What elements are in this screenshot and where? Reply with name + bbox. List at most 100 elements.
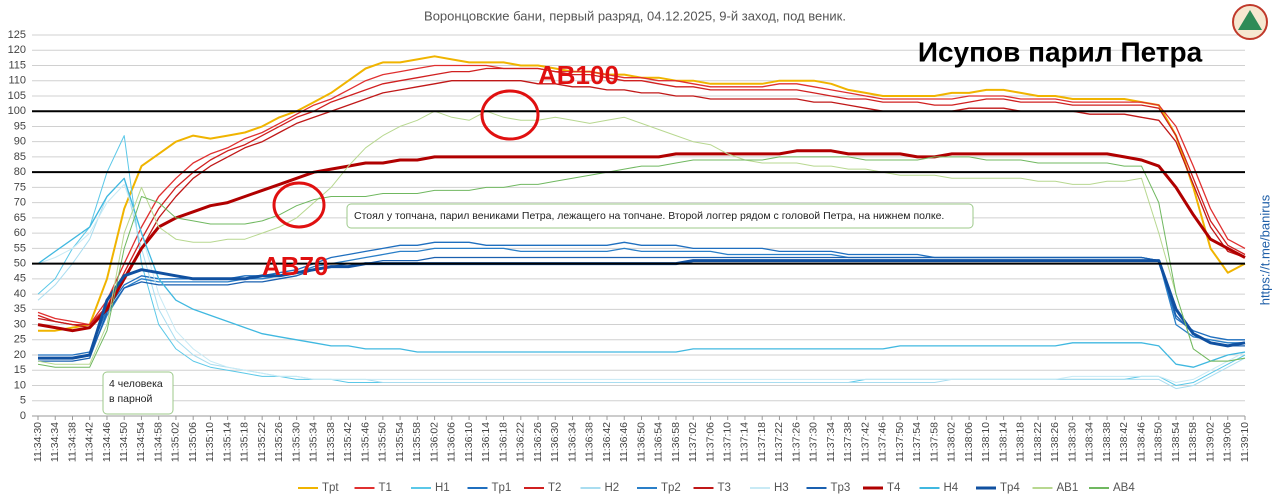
x-tick-label: 11:35:06 (187, 422, 199, 462)
x-tick-label: 11:35:14 (221, 422, 233, 462)
x-tick-label: 11:35:26 (273, 422, 285, 462)
y-tick-label: 65 (14, 212, 26, 224)
y-tick-label: 25 (14, 334, 26, 346)
x-tick-label: 11:34:30 (32, 422, 44, 462)
x-tick-label: 11:35:18 (239, 422, 251, 462)
x-tick-label: 11:35:50 (377, 422, 389, 462)
x-tick-label: 11:38:54 (1170, 422, 1182, 462)
x-tick-label: 11:35:46 (359, 422, 371, 462)
y-tick-label: 5 (20, 395, 26, 407)
headline: Исупов парил Петра (918, 36, 1203, 67)
x-tick-label: 11:34:38 (66, 422, 78, 462)
people-box (102, 371, 174, 415)
y-tick-label: 20 (14, 349, 26, 361)
series-line (37, 156, 1246, 368)
y-tick-label: 70 (14, 197, 26, 209)
y-tick-label: 30 (14, 318, 26, 330)
x-tick-label: 11:36:46 (618, 422, 630, 462)
y-tick-label: 115 (8, 59, 26, 71)
y-tick-label: 55 (14, 242, 26, 254)
x-tick-label: 11:38:06 (963, 422, 975, 462)
x-tick-label: 11:37:22 (773, 422, 785, 462)
legend-label: Tp3 (831, 482, 851, 494)
legend-label: H2 (605, 482, 620, 494)
legend-label: H3 (774, 482, 789, 494)
y-tick-label: 40 (14, 288, 26, 300)
x-tick-label: 11:35:34 (308, 422, 320, 462)
note-text: Стоял у топчана, парил вениками Петра, л… (354, 210, 944, 222)
x-tick-label: 11:34:58 (152, 422, 164, 462)
y-tick-label: 90 (14, 136, 26, 148)
legend-label: Tpt (322, 482, 339, 494)
y-tick-label: 95 (14, 120, 26, 132)
y-tick-label: 60 (14, 227, 26, 239)
side-link: https://t.me/banirus (1257, 194, 1272, 305)
x-tick-label: 11:36:42 (601, 422, 613, 462)
x-tick-label: 11:37:10 (721, 422, 733, 462)
x-tick-label: 11:36:34 (566, 422, 578, 462)
chart-title: Воронцовские бани, первый разряд, 04.12.… (424, 8, 846, 23)
x-tick-label: 11:36:22 (515, 422, 527, 462)
people-text: 4 человека (109, 378, 163, 390)
series-line (38, 256, 1245, 362)
x-tick-label: 11:38:26 (1049, 422, 1061, 462)
series-line (37, 110, 1246, 365)
y-tick-label: 85 (14, 151, 26, 163)
x-tick-label: 11:37:30 (808, 422, 820, 462)
x-tick-label: 11:34:50 (118, 422, 130, 462)
legend-label: Tp2 (661, 482, 681, 494)
logo-shape (1238, 10, 1262, 30)
y-tick-label: 50 (14, 258, 26, 270)
x-tick-label: 11:36:02 (428, 422, 440, 462)
x-tick-label: 11:38:14 (997, 422, 1009, 462)
x-tick-label: 11:36:06 (446, 422, 458, 462)
logo (1232, 4, 1268, 40)
legend-label: T4 (887, 482, 901, 494)
x-tick-label: 11:37:54 (911, 422, 923, 462)
legend-label: T2 (548, 482, 561, 494)
series-line (37, 183, 1246, 383)
x-tick-label: 11:35:02 (170, 422, 182, 462)
x-tick-label: 11:38:18 (1015, 422, 1027, 462)
x-tick-label: 11:36:50 (635, 422, 647, 462)
people-text: в парной (109, 393, 152, 405)
legend-label: Tp4 (1000, 482, 1020, 494)
x-tick-label: 11:37:14 (739, 422, 751, 462)
y-tick-label: 100 (8, 105, 26, 117)
y-tick-label: 110 (8, 75, 26, 87)
x-tick-label: 11:34:54 (135, 422, 147, 462)
legend-label: T3 (718, 482, 731, 494)
y-tick-label: 35 (14, 303, 26, 315)
x-tick-label: 11:37:34 (825, 422, 837, 462)
x-tick-label: 11:38:50 (1153, 422, 1165, 462)
x-tick-label: 11:37:42 (859, 422, 871, 462)
x-tick-label: 11:34:46 (101, 422, 113, 462)
x-tick-label: 11:35:42 (342, 422, 354, 462)
highlight-circle (480, 89, 540, 141)
series-line (37, 149, 1246, 333)
x-tick-label: 11:36:26 (532, 422, 544, 462)
annotation-ab70: AB70 (262, 251, 328, 281)
x-tick-label: 11:35:30 (290, 422, 302, 462)
series-line (37, 67, 1246, 326)
x-tick-label: 11:38:42 (1118, 422, 1130, 462)
x-tick-label: 11:37:58 (928, 422, 940, 462)
x-tick-label: 11:35:22 (256, 422, 268, 462)
x-tick-label: 11:38:58 (1187, 422, 1199, 462)
series-line (37, 177, 1246, 368)
x-tick-label: 11:37:38 (842, 422, 854, 462)
x-tick-label: 11:34:34 (49, 422, 61, 462)
legend-label: AB4 (1113, 482, 1135, 494)
y-tick-label: 125 (8, 29, 26, 41)
x-tick-label: 11:36:58 (670, 422, 682, 462)
x-tick-label: 11:38:34 (1084, 422, 1096, 462)
x-tick-label: 11:39:10 (1239, 422, 1251, 462)
x-tick-label: 11:37:26 (790, 422, 802, 462)
x-tick-label: 11:36:10 (463, 422, 475, 462)
y-tick-label: 10 (14, 379, 26, 391)
y-tick-label: 75 (14, 181, 26, 193)
legend-label: T1 (379, 482, 392, 494)
x-tick-label: 11:38:38 (1101, 422, 1113, 462)
y-tick-label: 45 (14, 273, 26, 285)
